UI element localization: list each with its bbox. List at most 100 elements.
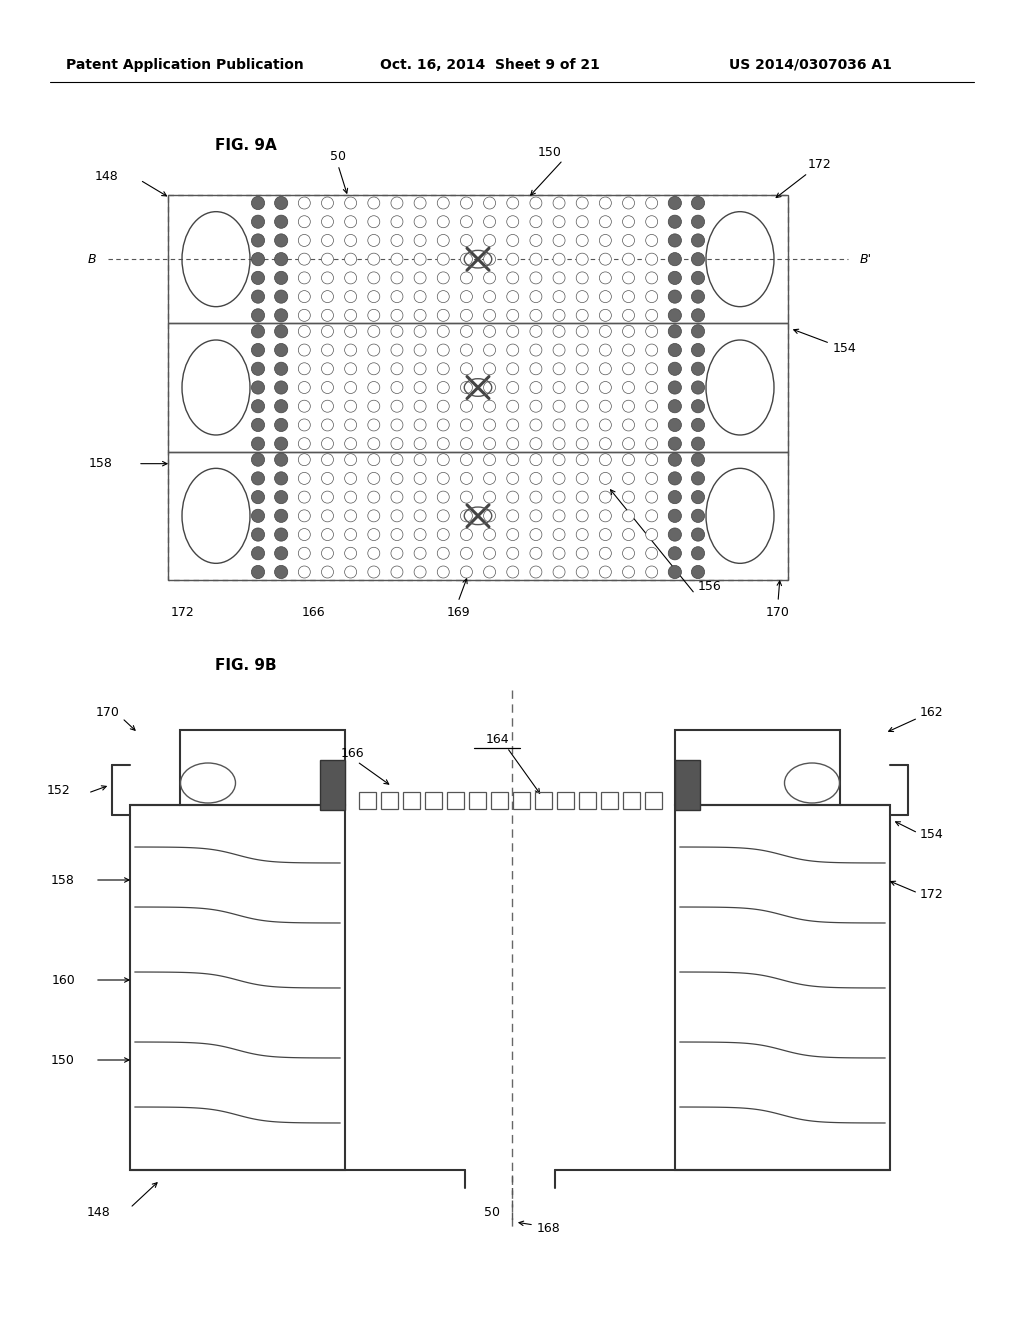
Circle shape xyxy=(252,290,264,304)
Circle shape xyxy=(577,345,588,356)
Circle shape xyxy=(623,309,635,321)
Circle shape xyxy=(437,510,450,521)
Circle shape xyxy=(483,215,496,228)
Circle shape xyxy=(577,528,588,541)
Circle shape xyxy=(669,453,681,466)
Circle shape xyxy=(691,565,705,578)
Circle shape xyxy=(623,197,635,209)
Circle shape xyxy=(437,491,450,503)
Circle shape xyxy=(691,528,705,541)
Circle shape xyxy=(414,215,426,228)
Circle shape xyxy=(599,363,611,375)
Circle shape xyxy=(322,473,334,484)
Circle shape xyxy=(577,309,588,321)
Circle shape xyxy=(298,400,310,412)
Circle shape xyxy=(274,528,288,541)
Bar xyxy=(381,792,397,808)
Circle shape xyxy=(345,438,356,450)
Text: 158: 158 xyxy=(89,457,113,470)
Circle shape xyxy=(646,253,657,265)
Text: FIG. 9B: FIG. 9B xyxy=(215,657,276,672)
Circle shape xyxy=(461,215,472,228)
Circle shape xyxy=(507,528,519,541)
Circle shape xyxy=(529,197,542,209)
Bar xyxy=(130,805,345,1170)
Circle shape xyxy=(274,362,288,375)
Circle shape xyxy=(483,528,496,541)
Circle shape xyxy=(274,381,288,395)
Circle shape xyxy=(507,235,519,247)
Circle shape xyxy=(437,197,450,209)
Circle shape xyxy=(483,381,496,393)
Circle shape xyxy=(414,548,426,560)
Circle shape xyxy=(553,400,565,412)
Circle shape xyxy=(368,272,380,284)
Text: 148: 148 xyxy=(86,1205,110,1218)
Circle shape xyxy=(322,438,334,450)
Circle shape xyxy=(529,491,542,503)
Circle shape xyxy=(414,290,426,302)
Circle shape xyxy=(252,437,264,450)
Circle shape xyxy=(414,400,426,412)
Bar xyxy=(168,323,788,451)
Circle shape xyxy=(507,473,519,484)
Circle shape xyxy=(252,215,264,228)
Circle shape xyxy=(298,438,310,450)
Circle shape xyxy=(483,454,496,466)
Circle shape xyxy=(623,400,635,412)
Circle shape xyxy=(345,400,356,412)
Circle shape xyxy=(691,491,705,504)
Circle shape xyxy=(322,418,334,430)
Circle shape xyxy=(391,325,403,338)
Circle shape xyxy=(507,400,519,412)
Circle shape xyxy=(437,381,450,393)
Circle shape xyxy=(252,381,264,395)
Circle shape xyxy=(646,548,657,560)
Circle shape xyxy=(322,528,334,541)
Circle shape xyxy=(553,418,565,430)
Circle shape xyxy=(461,235,472,247)
Circle shape xyxy=(529,473,542,484)
Circle shape xyxy=(274,546,288,560)
Circle shape xyxy=(437,253,450,265)
Circle shape xyxy=(298,418,310,430)
Circle shape xyxy=(322,363,334,375)
Circle shape xyxy=(391,253,403,265)
Circle shape xyxy=(252,400,264,413)
Circle shape xyxy=(623,363,635,375)
Circle shape xyxy=(414,235,426,247)
Circle shape xyxy=(529,235,542,247)
Circle shape xyxy=(298,235,310,247)
Circle shape xyxy=(414,438,426,450)
Circle shape xyxy=(669,510,681,523)
Circle shape xyxy=(577,272,588,284)
Circle shape xyxy=(529,325,542,338)
Circle shape xyxy=(414,454,426,466)
Bar xyxy=(535,792,552,808)
Circle shape xyxy=(623,473,635,484)
Circle shape xyxy=(599,473,611,484)
Circle shape xyxy=(461,454,472,466)
Circle shape xyxy=(437,345,450,356)
Circle shape xyxy=(553,473,565,484)
Circle shape xyxy=(599,197,611,209)
Text: 150: 150 xyxy=(538,147,562,160)
Circle shape xyxy=(529,309,542,321)
Circle shape xyxy=(623,235,635,247)
Circle shape xyxy=(437,290,450,302)
Circle shape xyxy=(669,325,681,338)
Circle shape xyxy=(461,197,472,209)
Circle shape xyxy=(483,309,496,321)
Circle shape xyxy=(391,454,403,466)
Circle shape xyxy=(368,309,380,321)
Circle shape xyxy=(669,197,681,210)
Circle shape xyxy=(437,400,450,412)
Circle shape xyxy=(623,290,635,302)
Circle shape xyxy=(691,272,705,285)
Circle shape xyxy=(577,325,588,338)
Circle shape xyxy=(623,418,635,430)
Circle shape xyxy=(577,235,588,247)
Circle shape xyxy=(483,325,496,338)
Circle shape xyxy=(274,309,288,322)
Circle shape xyxy=(368,438,380,450)
